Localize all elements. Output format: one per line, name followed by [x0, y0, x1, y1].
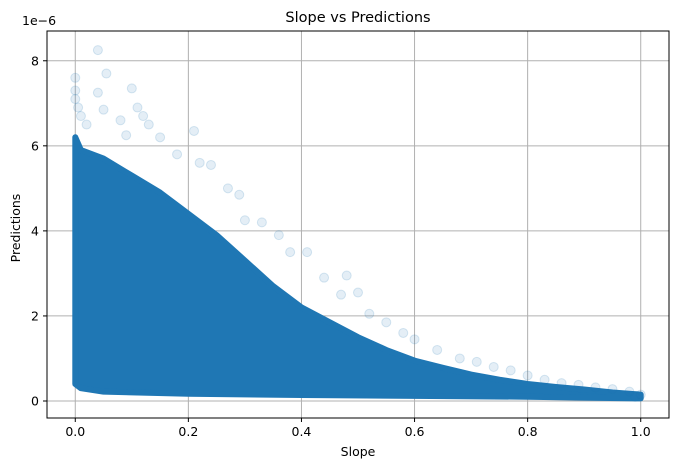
scatter-point — [432, 344, 443, 355]
point-cloud-mass — [72, 134, 644, 402]
scatter-point — [630, 391, 641, 402]
scatter-point — [172, 149, 183, 160]
scatter-point — [505, 365, 516, 376]
scatter-point — [98, 104, 109, 115]
scatter-point — [256, 217, 267, 228]
scatter-point — [70, 94, 81, 105]
y-tick-label: 6 — [31, 138, 39, 153]
scatter-point — [488, 361, 499, 372]
scatter-point — [143, 119, 154, 130]
scatter-point — [115, 115, 126, 126]
scatter-point-cloud — [72, 134, 644, 402]
scatter-point — [381, 317, 392, 328]
scatter-point — [285, 247, 296, 258]
x-axis-label: Slope — [341, 444, 376, 459]
scatter-point — [205, 159, 216, 170]
scatter-point — [194, 157, 205, 168]
scatter-point — [222, 183, 233, 194]
y-axis-label: Predictions — [8, 194, 23, 263]
scatter-point — [590, 382, 601, 393]
scatter-point — [70, 85, 81, 96]
scatter-point — [336, 289, 347, 300]
y-tick-label: 0 — [31, 393, 39, 408]
scatter-point — [138, 111, 149, 122]
scatter-point — [92, 45, 103, 56]
y-offset-label: 1e−6 — [22, 13, 56, 28]
scatter-point — [471, 356, 482, 367]
scatter-point — [273, 230, 284, 241]
scatter-point — [398, 327, 409, 338]
x-tick-label: 0.0 — [65, 424, 85, 439]
scatter-point — [126, 83, 137, 94]
scatter-point — [101, 68, 112, 79]
scatter-point — [522, 370, 533, 381]
y-tick-label: 8 — [31, 53, 39, 68]
scatter-point — [364, 308, 375, 319]
scatter-point — [624, 386, 635, 397]
scatter-point — [73, 102, 84, 113]
x-tick-label: 0.8 — [518, 424, 538, 439]
y-tick-label: 4 — [31, 223, 39, 238]
scatter-point — [92, 87, 103, 98]
x-tick-label: 0.2 — [178, 424, 198, 439]
x-tick-label: 0.4 — [292, 424, 312, 439]
scatter-point — [132, 102, 143, 113]
scatter-point — [81, 119, 92, 130]
scatter-point — [155, 132, 166, 143]
scatter-point — [341, 270, 352, 281]
grid — [47, 31, 669, 418]
scatter-point — [635, 389, 646, 400]
x-axis-ticks: 0.0 0.2 0.4 0.6 0.8 1.0 — [65, 418, 651, 439]
scatter-point — [234, 189, 245, 200]
scatter-point — [409, 334, 420, 345]
scatter-points — [70, 45, 646, 402]
scatter-point — [121, 130, 132, 141]
x-tick-label: 0.6 — [405, 424, 425, 439]
plot-frame — [46, 30, 670, 419]
scatter-point — [239, 215, 250, 226]
scatter-point — [302, 247, 313, 258]
y-axis-ticks: 0 2 4 6 8 — [31, 53, 47, 408]
scatter-point — [556, 378, 567, 389]
scatter-point — [70, 72, 81, 83]
scatter-point — [454, 353, 465, 364]
scatter-point — [607, 384, 618, 395]
chart-title: Slope vs Predictions — [285, 10, 430, 26]
scatter-point — [539, 374, 550, 385]
scatter-point — [319, 272, 330, 283]
x-tick-label: 1.0 — [631, 424, 651, 439]
y-tick-label: 2 — [31, 308, 39, 323]
scatter-point — [189, 125, 200, 136]
scatter-point — [353, 287, 363, 298]
scatter-point — [573, 379, 584, 390]
scatter-point — [75, 111, 86, 122]
